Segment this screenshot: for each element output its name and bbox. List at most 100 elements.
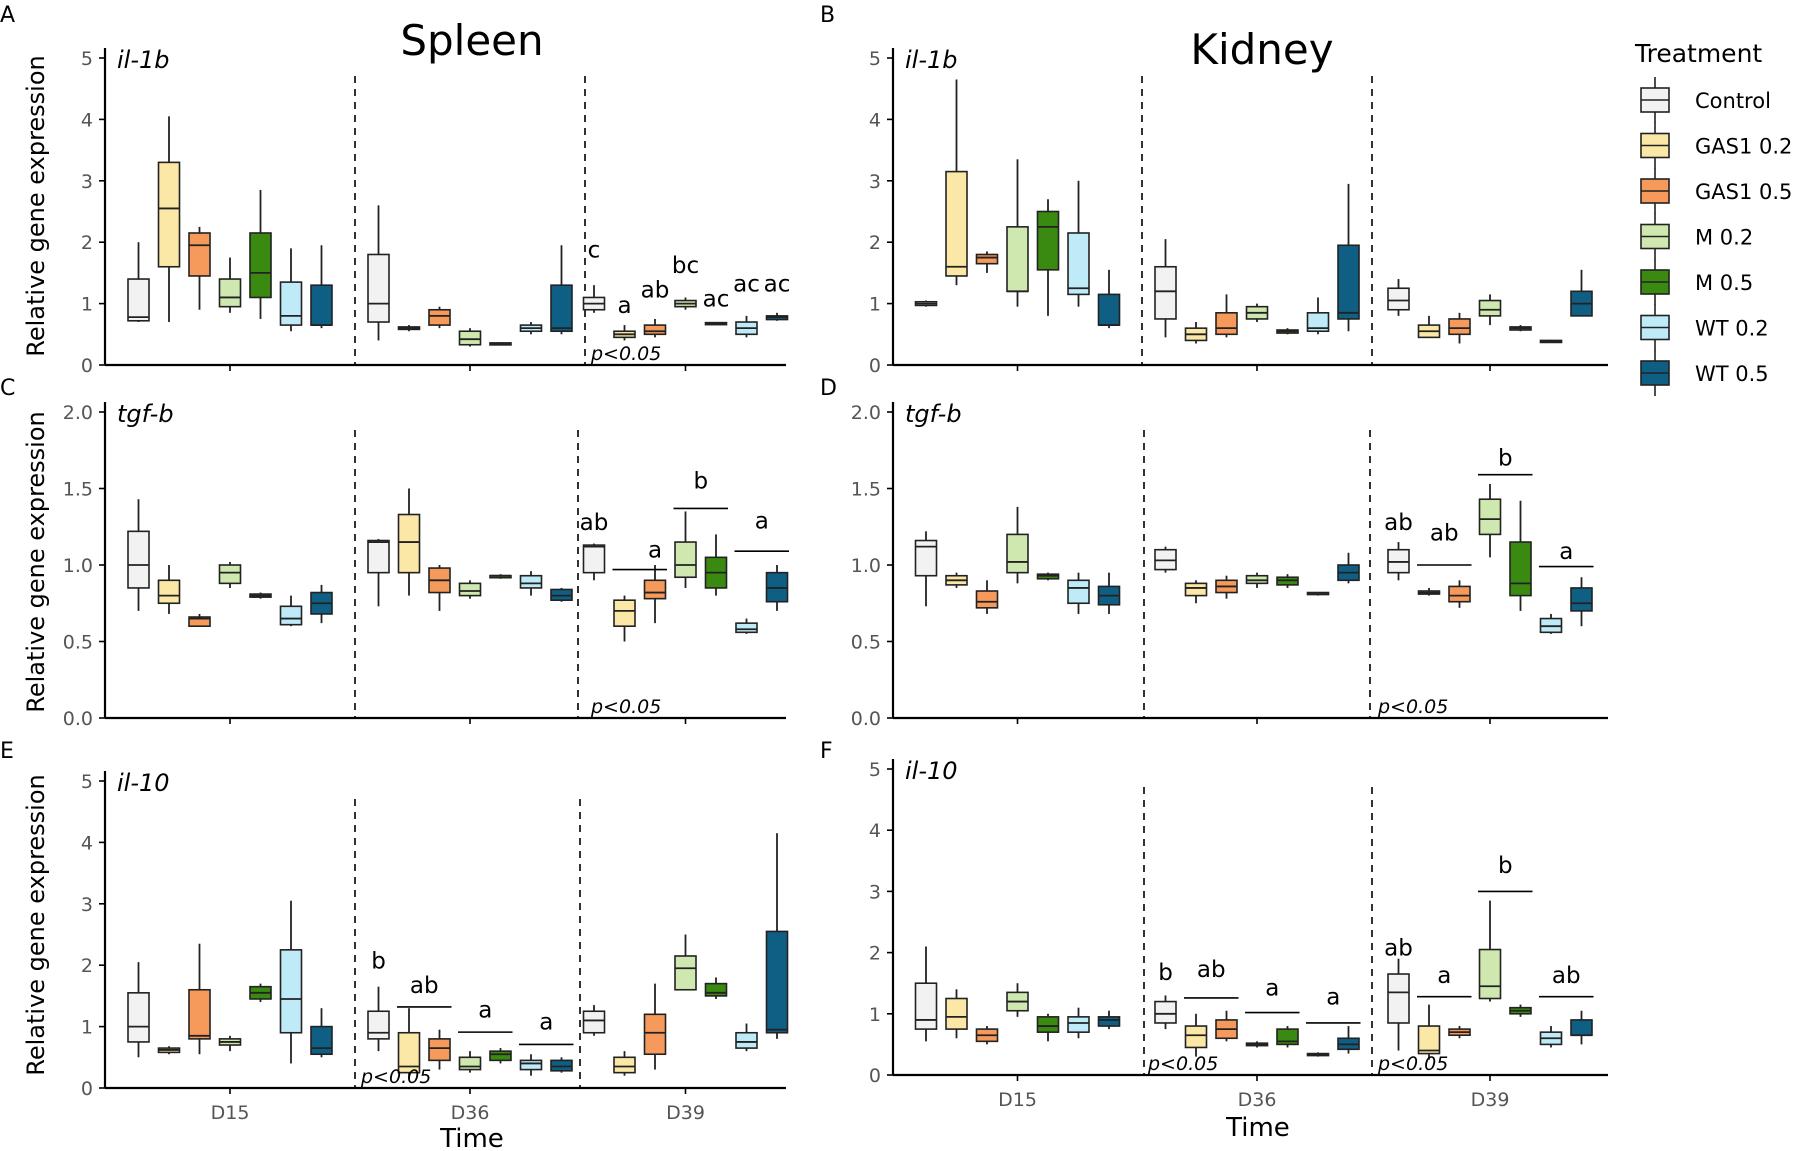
box-d15-gas1-0-2: [945, 989, 968, 1039]
box-d36-m-0-2: [458, 328, 482, 347]
significance-letter: ab: [1384, 936, 1413, 962]
box-body: [1387, 287, 1410, 311]
legend-item-gas1-0-5: GAS1 0.5: [1640, 168, 1792, 214]
y-tick-label: 1: [869, 1004, 881, 1026]
box-d39-m-0-5: [704, 321, 728, 326]
significance-letter: a: [478, 997, 492, 1023]
y-tick-label: 1.5: [63, 479, 93, 501]
box-body: [1036, 210, 1060, 271]
col-title-kidney: Kidney: [1190, 25, 1333, 74]
box-body: [735, 1031, 758, 1049]
box-body: [1154, 265, 1177, 320]
box-d36-m-0-2: [1245, 303, 1269, 323]
box-d36-gas1-0-2: [397, 1008, 421, 1079]
box-d15-gas1-0-5: [188, 226, 211, 310]
box-d15-m-0-5: [249, 190, 272, 319]
box-body: [157, 161, 181, 268]
box-d15-m-0-5: [249, 983, 272, 1003]
x-tick-label: D39: [1471, 1089, 1510, 1111]
significance-letter: ac: [733, 271, 760, 297]
y-tick-label: 5: [869, 48, 881, 70]
box-d39-control: [582, 285, 606, 313]
significance-letter: ab: [410, 973, 439, 999]
box-d15-gas1-0-2: [157, 116, 181, 323]
box-d15-control: [127, 499, 150, 611]
significance-letter: a: [539, 1010, 553, 1036]
box-d15-wt-0-5: [1097, 269, 1121, 329]
y-tick-label: 2: [869, 232, 881, 254]
box-body: [613, 1056, 636, 1074]
box-d15-gas1-0-2: [157, 1046, 181, 1055]
legend-item-wt-0-5: WT 0.5: [1640, 350, 1769, 396]
significance-letter: ac: [764, 271, 791, 297]
box-d39-wt-0-5: [765, 565, 789, 611]
box-d15-wt-0-5: [310, 1008, 333, 1058]
significance-letter: a: [1326, 985, 1340, 1011]
box-d36-wt-0-2: [519, 322, 543, 335]
y-tick-label: 5: [81, 48, 93, 70]
box-body: [1097, 1016, 1121, 1027]
box-d39-wt-0-2: [735, 315, 758, 338]
significance-letter: a: [1559, 539, 1573, 565]
box-d39-gas1-0-2: [613, 595, 636, 642]
box-d15-wt-0-2: [279, 900, 303, 1064]
legend-label: M 0.5: [1695, 271, 1753, 295]
box-d36-wt-0-5: [550, 1057, 573, 1073]
gene-label: tgf-b: [117, 400, 174, 428]
box-d36-gas1-0-5: [1215, 294, 1238, 338]
box-d39-m-0-2: [674, 934, 697, 991]
box-d36-gas1-0-5: [1215, 1010, 1238, 1042]
box-d36-wt-0-5: [550, 587, 573, 602]
box-body: [218, 564, 242, 585]
box-d36-wt-0-2: [519, 1054, 543, 1076]
box-d39-control: [1387, 542, 1410, 581]
box-body: [367, 1010, 390, 1040]
box-body: [1154, 1000, 1177, 1024]
box-body: [613, 599, 636, 628]
box-body: [310, 284, 333, 326]
box-d39-gas1-0-2: [613, 325, 636, 341]
y-tick-label: 3: [869, 881, 881, 903]
box-body: [367, 539, 390, 574]
box-d15-control: [127, 242, 150, 323]
box-body: [157, 579, 181, 605]
y-tick-label: 0: [869, 1065, 881, 1087]
x-tick-label: D15: [211, 1102, 250, 1124]
box-d39-m-0-5: [1509, 500, 1532, 611]
y-tick-label: 1.0: [851, 555, 881, 577]
gene-label: il-1b: [117, 46, 170, 74]
y-title-e: Relative gene expression: [22, 774, 50, 1075]
box-d36-wt-0-2: [1306, 591, 1330, 596]
col-title-spleen: Spleen: [400, 16, 543, 65]
box-d39-m-0-5: [704, 977, 728, 999]
significance-letter: ab: [1197, 957, 1226, 983]
legend-item-m-0-2: M 0.2: [1640, 213, 1753, 260]
box-body: [674, 541, 697, 579]
significance-letter: a: [617, 293, 631, 319]
box-d36-wt-0-5: [1337, 1026, 1360, 1054]
legend-label: GAS1 0.5: [1695, 180, 1792, 204]
box-body: [188, 988, 211, 1040]
box-d39-control: [582, 1005, 606, 1036]
box-d39-wt-0-5: [1570, 1010, 1593, 1045]
box-d39-control: [1387, 279, 1410, 316]
box-d36-gas1-0-2: [397, 325, 421, 332]
significance-letter: ab: [641, 277, 670, 303]
box-d39-gas1-0-5: [1448, 1026, 1471, 1039]
box-body: [1337, 244, 1360, 320]
gene-label: tgf-b: [905, 400, 962, 428]
panel-label: D: [820, 376, 837, 401]
box-body: [1184, 582, 1208, 597]
box-d15-wt-0-5: [1097, 572, 1121, 614]
box-d39-gas1-0-2: [1417, 1004, 1441, 1060]
box-body: [975, 253, 999, 265]
box-body: [1097, 293, 1121, 326]
panel-label: B: [820, 3, 835, 28]
box-body: [1306, 312, 1330, 333]
y-title-c: Relative gene expression: [22, 411, 50, 712]
box-d39-m-0-5: [704, 534, 728, 596]
x-title-kidney: Time: [1225, 1113, 1290, 1143]
box-d15-m-0-2: [1006, 159, 1029, 307]
panel-label: E: [0, 739, 14, 764]
